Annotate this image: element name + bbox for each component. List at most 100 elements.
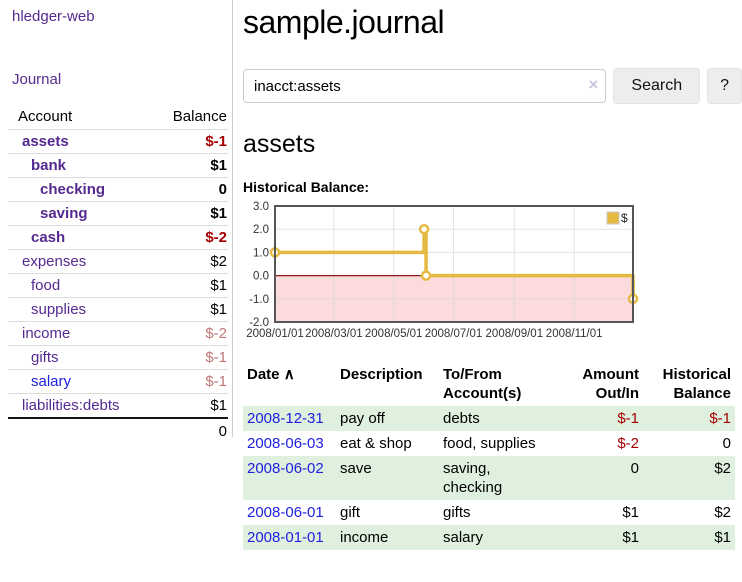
transaction-accounts: gifts xyxy=(443,504,471,521)
account-row: checking 0 xyxy=(8,177,228,202)
transaction-description: pay off xyxy=(340,406,443,431)
accounts-table: Account Balance assets $-1 bank $1 checking 0… xyxy=(8,105,228,444)
register-row: 2008-01-01 income salary $1 $1 xyxy=(243,525,735,550)
account-link[interactable]: income xyxy=(22,325,71,342)
account-link[interactable]: bank xyxy=(31,157,67,174)
account-heading: assets xyxy=(243,130,316,158)
svg-text:1.0: 1.0 xyxy=(253,247,269,259)
transaction-amount: $1 xyxy=(622,504,639,521)
help-button[interactable]: ? xyxy=(707,68,742,104)
account-balance: $-1 xyxy=(205,349,227,366)
register-table: Date ∧ Description To/From Account(s) Am… xyxy=(243,362,735,550)
search-bar: × Search ? xyxy=(243,68,742,104)
accounts-header-account: Account xyxy=(8,105,156,130)
transaction-date-link[interactable]: 2008-06-03 xyxy=(247,435,324,452)
transaction-date-link[interactable]: 2008-12-31 xyxy=(247,410,324,427)
register-row: 2008-06-02 save saving, checking 0 $2 xyxy=(243,456,735,500)
account-balance: $1 xyxy=(210,301,227,318)
account-balance: $-1 xyxy=(205,373,227,390)
search-button[interactable]: Search xyxy=(613,68,701,104)
transaction-date-link[interactable]: 2008-06-01 xyxy=(247,504,324,521)
transaction-description: income xyxy=(340,525,443,550)
svg-text:2008/11/01: 2008/11/01 xyxy=(546,328,603,340)
sidebar: hledger-web Journal Account Balance asse… xyxy=(8,0,232,444)
historical-balance-chart: $3.0 2.0 1.0 0.0 -1.0 -2.0 2008/01/01 2008/03/0… xyxy=(240,198,740,346)
transaction-date-link[interactable]: 2008-01-01 xyxy=(247,529,324,546)
register-header-balance: Historical Balance xyxy=(662,366,731,402)
sidebar-divider xyxy=(232,0,233,437)
svg-text:$: $ xyxy=(621,211,628,225)
register-header-date[interactable]: Date ∧ xyxy=(247,366,295,383)
account-balance: $-1 xyxy=(205,133,227,150)
account-link[interactable]: supplies xyxy=(31,301,87,318)
chart-title: Historical Balance: xyxy=(243,179,370,195)
account-balance: $1 xyxy=(210,205,227,222)
transaction-accounts: saving, checking xyxy=(443,456,555,500)
accounts-header-balance: Balance xyxy=(155,105,228,130)
transaction-amount: $-1 xyxy=(555,406,641,431)
svg-text:2008/03/01: 2008/03/01 xyxy=(305,328,363,340)
register-row: 2008-06-01 gift gifts $1 $2 xyxy=(243,500,735,525)
account-row: saving $1 xyxy=(8,201,228,226)
svg-text:0.0: 0.0 xyxy=(253,271,269,283)
register-row: 2008-12-31 pay off debts $-1 $-1 xyxy=(243,406,735,431)
account-row: food $1 xyxy=(8,273,228,298)
svg-text:-1.0: -1.0 xyxy=(249,294,269,306)
app-title-link[interactable]: hledger-web xyxy=(12,8,95,25)
account-link[interactable]: expenses xyxy=(22,253,87,270)
account-link[interactable]: cash xyxy=(31,229,66,246)
svg-text:-2.0: -2.0 xyxy=(249,317,269,329)
account-balance: $1 xyxy=(210,157,227,174)
register-header-accounts: To/From Account(s) xyxy=(443,366,522,402)
register-header-description: Description xyxy=(340,366,423,383)
svg-text:2008/09/01: 2008/09/01 xyxy=(486,328,544,340)
account-link[interactable]: checking xyxy=(40,181,106,198)
account-link[interactable]: gifts xyxy=(31,349,59,366)
accounts-total: 0 xyxy=(155,417,228,444)
transaction-accounts: debts xyxy=(443,406,555,431)
account-balance: $-2 xyxy=(205,229,227,246)
account-row: income $-2 xyxy=(8,321,228,346)
clear-search-icon[interactable]: × xyxy=(588,75,599,94)
transaction-description: gift xyxy=(340,504,361,521)
search-input[interactable] xyxy=(243,69,607,103)
account-link[interactable]: liabilities:debts xyxy=(22,397,120,414)
transaction-balance: $-1 xyxy=(641,406,735,431)
transaction-amount: $1 xyxy=(555,525,641,550)
account-link[interactable]: food xyxy=(31,277,61,294)
account-balance: $1 xyxy=(210,397,227,414)
register-header-amount: Amount Out/In xyxy=(582,366,639,402)
transaction-description: save xyxy=(340,456,443,500)
account-balance: $1 xyxy=(210,277,227,294)
account-row: assets $-1 xyxy=(8,130,228,154)
page-title: sample.journal xyxy=(243,4,445,40)
accounts-total-row: 0 xyxy=(8,417,228,444)
account-row: salary $-1 xyxy=(8,369,228,394)
main-content: sample.journal × Search ? assets Histori… xyxy=(243,0,742,550)
register-row: 2008-06-03 eat & shop food, supplies $-2 0 xyxy=(243,431,735,456)
transaction-balance: $2 xyxy=(714,504,731,521)
account-row: supplies $1 xyxy=(8,297,228,322)
svg-text:2008/07/01: 2008/07/01 xyxy=(425,328,483,340)
svg-text:2.0: 2.0 xyxy=(253,224,269,236)
account-balance: $2 xyxy=(210,253,227,270)
account-row: liabilities:debts $1 xyxy=(8,393,228,418)
sidebar-item-journal[interactable]: Journal xyxy=(12,71,62,88)
account-row: gifts $-1 xyxy=(8,345,228,370)
transaction-accounts: salary xyxy=(443,525,555,550)
transaction-amount: 0 xyxy=(555,456,641,500)
account-link[interactable]: salary xyxy=(31,373,72,390)
svg-text:3.0: 3.0 xyxy=(253,201,269,213)
account-link[interactable]: saving xyxy=(40,205,88,222)
transaction-balance: $2 xyxy=(641,456,735,500)
account-row: bank $1 xyxy=(8,153,228,178)
transaction-balance: $1 xyxy=(641,525,735,550)
transaction-description: eat & shop xyxy=(340,435,412,452)
svg-text:2008/05/01: 2008/05/01 xyxy=(365,328,423,340)
search-input-wrap: × xyxy=(243,69,607,103)
transaction-balance: 0 xyxy=(722,435,731,452)
transaction-date-link[interactable]: 2008-06-02 xyxy=(247,460,324,477)
svg-text:2008/01/01: 2008/01/01 xyxy=(246,328,304,340)
account-row: expenses $2 xyxy=(8,249,228,274)
account-link[interactable]: assets xyxy=(22,133,69,150)
